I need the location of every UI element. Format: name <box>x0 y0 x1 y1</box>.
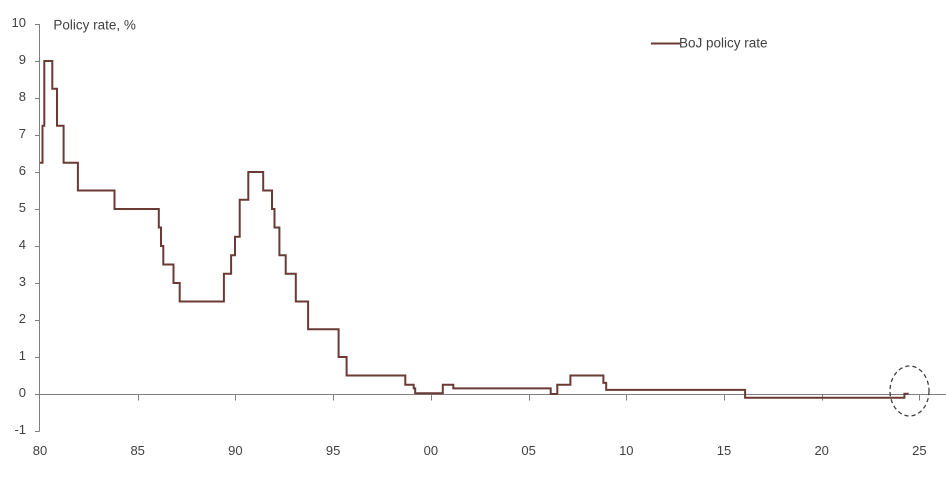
svg-text:80: 80 <box>33 443 47 458</box>
svg-text:10: 10 <box>12 15 26 30</box>
svg-text:25: 25 <box>912 443 926 458</box>
svg-text:9: 9 <box>19 52 26 67</box>
svg-text:85: 85 <box>130 443 144 458</box>
svg-text:00: 00 <box>424 443 438 458</box>
svg-text:1: 1 <box>19 348 26 363</box>
svg-text:6: 6 <box>19 163 26 178</box>
svg-text:BoJ policy rate: BoJ policy rate <box>679 35 768 50</box>
svg-text:3: 3 <box>19 274 26 289</box>
svg-text:20: 20 <box>814 443 828 458</box>
svg-text:4: 4 <box>19 237 26 252</box>
svg-text:90: 90 <box>228 443 242 458</box>
svg-text:95: 95 <box>326 443 340 458</box>
svg-text:-1: -1 <box>14 422 26 437</box>
svg-text:15: 15 <box>717 443 731 458</box>
svg-text:8: 8 <box>19 89 26 104</box>
svg-text:2: 2 <box>19 311 26 326</box>
svg-text:05: 05 <box>521 443 535 458</box>
svg-text:7: 7 <box>19 126 26 141</box>
svg-text:Policy rate, %: Policy rate, % <box>53 18 136 33</box>
svg-text:0: 0 <box>19 385 26 400</box>
svg-text:5: 5 <box>19 200 26 215</box>
svg-text:10: 10 <box>619 443 633 458</box>
